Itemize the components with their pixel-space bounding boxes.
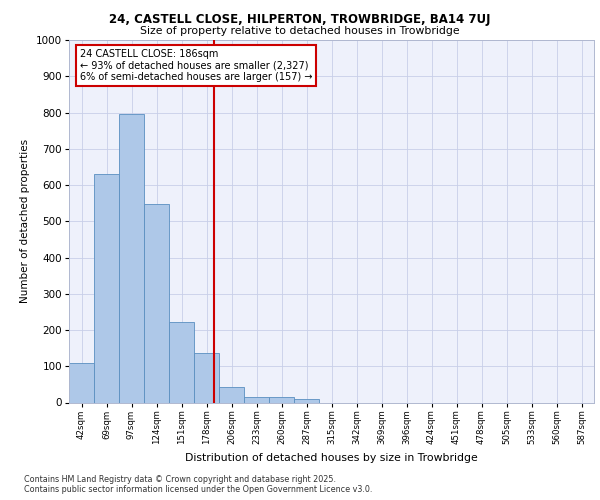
Bar (69, 362, 94, 403)
Bar (294, 399, 319, 402)
Bar (169, 322, 194, 402)
Bar (94, 174, 119, 402)
Y-axis label: Number of detached properties: Number of detached properties (20, 139, 31, 304)
Text: 24 CASTELL CLOSE: 186sqm
← 93% of detached houses are smaller (2,327)
6% of semi: 24 CASTELL CLOSE: 186sqm ← 93% of detach… (79, 49, 312, 82)
Bar (119, 114, 144, 403)
Bar (219, 388, 244, 402)
Text: Size of property relative to detached houses in Trowbridge: Size of property relative to detached ho… (140, 26, 460, 36)
Text: 24, CASTELL CLOSE, HILPERTON, TROWBRIDGE, BA14 7UJ: 24, CASTELL CLOSE, HILPERTON, TROWBRIDGE… (109, 12, 491, 26)
X-axis label: Distribution of detached houses by size in Trowbridge: Distribution of detached houses by size … (185, 452, 478, 462)
Bar (144, 204, 169, 402)
Bar (244, 397, 269, 402)
Bar (269, 397, 294, 402)
Bar (194, 353, 219, 403)
Text: Contains HM Land Registry data © Crown copyright and database right 2025.
Contai: Contains HM Land Registry data © Crown c… (24, 474, 373, 494)
